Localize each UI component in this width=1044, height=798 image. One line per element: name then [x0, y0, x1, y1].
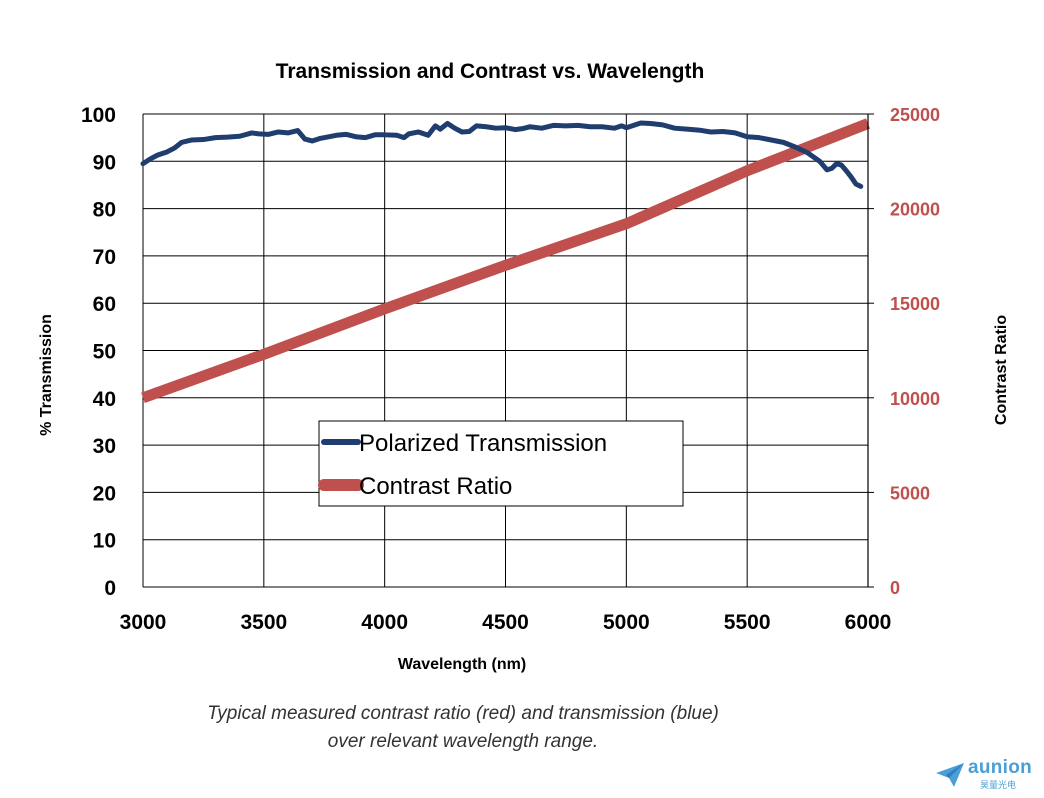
y-tick-label: 20 [93, 482, 116, 505]
y-tick-label: 80 [93, 199, 116, 222]
y2-axis-label: Contrast Ratio [993, 315, 1010, 425]
series-line-contrast-ratio [141, 118, 871, 403]
y-tick-label: 30 [93, 435, 116, 458]
axes: 0 10 20 30 40 50 60 70 80 90 100 3000 3500 4000 4500 50… [81, 104, 940, 634]
y-tick-label: 50 [93, 341, 116, 364]
aunion-logo: aunion 昊量光电 [934, 757, 1038, 791]
y-tick-label: 60 [93, 293, 116, 316]
logo-subtext: 昊量光电 [980, 781, 1017, 791]
y-axis-label: % Transmission [38, 314, 55, 436]
y-tick-label: 70 [93, 246, 116, 269]
y-tick-label: 100 [81, 104, 116, 127]
legend-box [318, 420, 684, 507]
y2-tick-label: 0 [890, 578, 900, 598]
legend: Polarized Transmission Contrast Ratio [318, 420, 684, 507]
x-tick-label: 3500 [240, 611, 287, 634]
y-tick-label: 90 [93, 151, 116, 174]
x-tick-label: 6000 [845, 611, 892, 634]
caption-line-1: Typical measured contrast ratio (red) an… [207, 703, 719, 724]
y2-tick-label: 25000 [890, 105, 940, 125]
x-tick-label: 5500 [724, 611, 771, 634]
y2-tick-label: 20000 [890, 200, 940, 220]
paper-plane-icon [936, 763, 964, 787]
logo-wordmark: aunion [968, 757, 1033, 778]
legend-label-contrast-ratio: Contrast Ratio [359, 473, 512, 500]
x-tick-label: 5000 [603, 611, 650, 634]
y-tick-label: 0 [104, 577, 116, 600]
plot-series [140, 118, 871, 403]
caption-line-2: over relevant wavelength range. [327, 731, 599, 752]
y2-tick-label: 5000 [890, 483, 930, 503]
x-tick-label: 3000 [120, 611, 167, 634]
x-tick-label: 4000 [361, 611, 408, 634]
y2-tick-label: 15000 [890, 294, 940, 314]
y-tick-label: 40 [93, 388, 116, 411]
gridlines [142, 113, 869, 588]
x-tick-label: 4500 [482, 611, 529, 634]
legend-label-polarized-transmission: Polarized Transmission [359, 430, 607, 457]
y-tick-label: 10 [93, 530, 116, 553]
y2-tick-label: 10000 [890, 389, 940, 409]
chart-title: Transmission and Contrast vs. Wavelength [276, 60, 705, 83]
x-axis-label: Wavelength (nm) [398, 656, 526, 673]
series-line-polarized-transmission [140, 120, 864, 189]
